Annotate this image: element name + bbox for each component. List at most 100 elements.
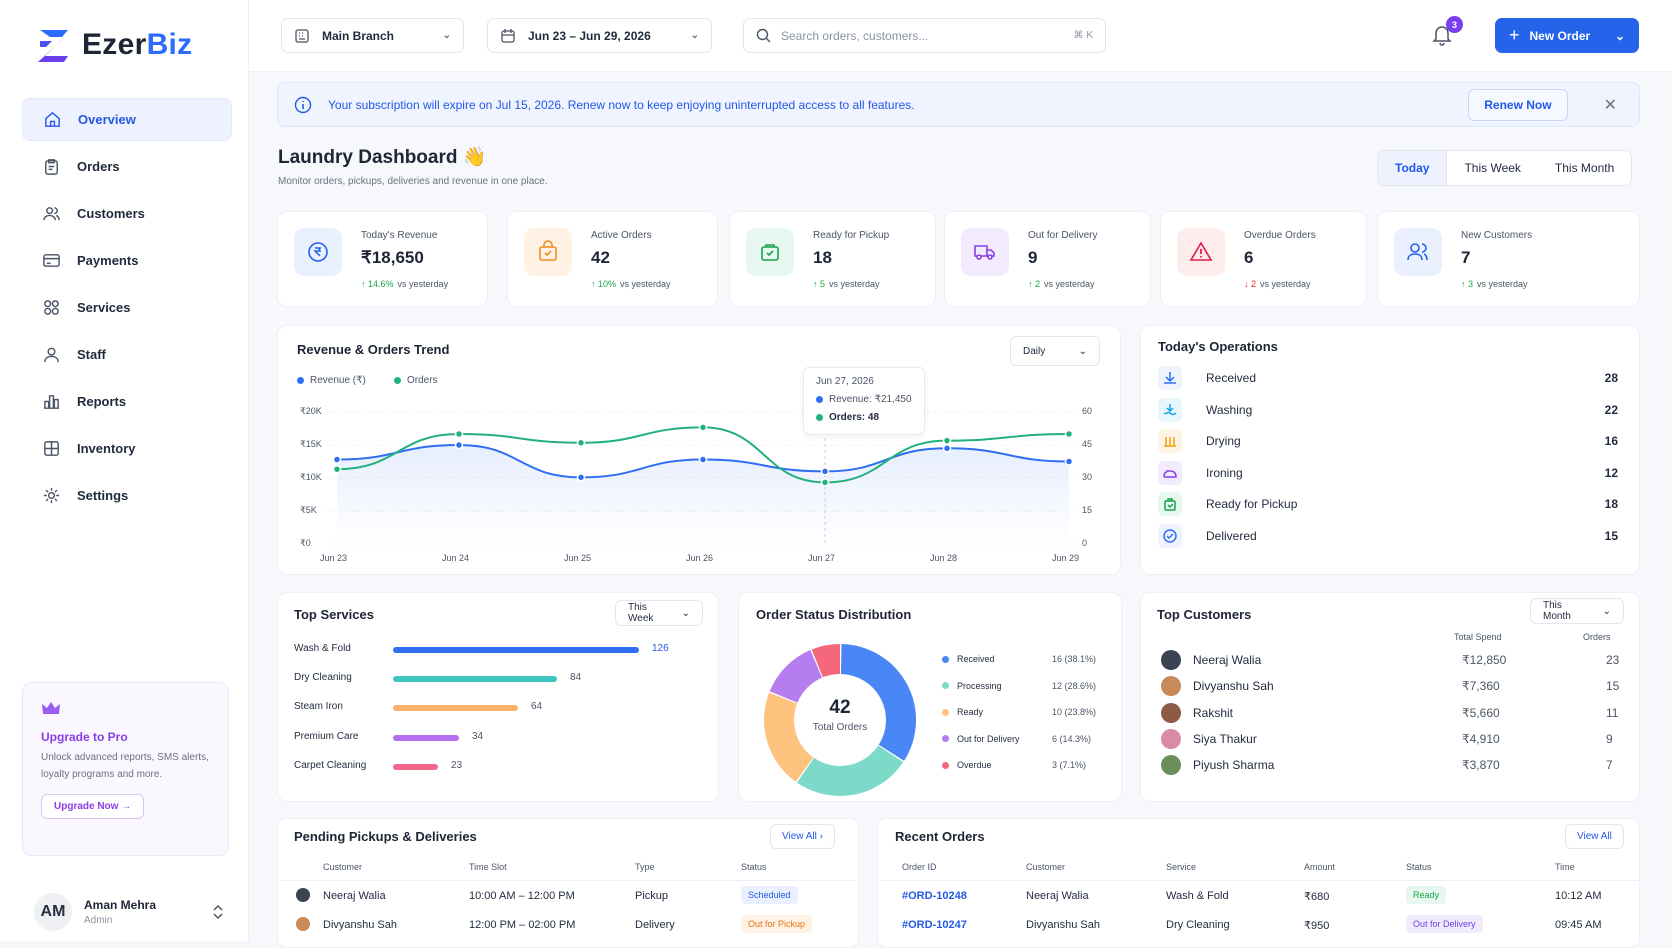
- x-axis-label: Jun 24: [442, 553, 470, 563]
- col-total-spend: Total Spend: [1454, 632, 1502, 642]
- sidebar-item-payments[interactable]: Payments: [22, 239, 232, 282]
- brand-logo[interactable]: EzerBiz: [36, 26, 192, 64]
- kpi-change: ↑ 14.6% vs yesterday: [361, 279, 448, 289]
- pending-time-slot: 12:00 PM – 02:00 PM: [469, 919, 576, 931]
- pending-type: Pickup: [635, 890, 669, 902]
- service-value: 126: [652, 643, 669, 654]
- services-period-dropdown[interactable]: This Week ⌄: [615, 600, 703, 626]
- sidebar-item-settings[interactable]: Settings: [22, 474, 232, 517]
- tab-today[interactable]: Today: [1378, 151, 1448, 185]
- tab-this-week[interactable]: This Week: [1464, 161, 1521, 175]
- customer-row[interactable]: Rakshit ₹5,660 11: [1161, 702, 1621, 723]
- sidebar-item-overview[interactable]: Overview: [22, 98, 232, 141]
- customer-spend: ₹7,360: [1462, 679, 1500, 694]
- recent-view-all-link[interactable]: View All: [1565, 824, 1624, 849]
- kpi-change-suffix: vs yesterday: [1477, 279, 1528, 289]
- new-order-button[interactable]: + New Order ⌄: [1495, 18, 1639, 53]
- status-label: Out for Delivery: [957, 733, 1020, 744]
- kpi-card-overdue-orders[interactable]: Overdue Orders 6 ↓ 2 vs yesterday: [1160, 211, 1367, 307]
- kpi-card-out-for-delivery[interactable]: Out for Delivery 9 ↑ 2 vs yesterday: [944, 211, 1151, 307]
- sidebar-item-staff[interactable]: Staff: [22, 333, 232, 376]
- status-legend-item: Received: [942, 654, 1102, 664]
- y-axis-right-label: 0: [1082, 538, 1088, 548]
- customer-orders: 15: [1606, 679, 1620, 694]
- orders-point: [698, 423, 708, 432]
- upgrade-description: Unlock advanced reports, SMS alerts, loy…: [41, 752, 209, 780]
- operation-count: 12: [1604, 465, 1618, 480]
- customer-row[interactable]: Divyanshu Sah ₹7,360 15: [1161, 676, 1621, 697]
- status-label: Received: [957, 654, 995, 664]
- sidebar-item-label: Orders: [77, 159, 120, 174]
- order-id-link[interactable]: #ORD-10247: [902, 919, 967, 931]
- upgrade-now-button[interactable]: Upgrade Now →: [41, 794, 145, 819]
- kpi-card-ready-for-pickup[interactable]: Ready for Pickup 18 ↑ 5 vs yesterday: [729, 211, 936, 307]
- kpi-value: ₹18,650: [361, 248, 424, 267]
- orders-point: [820, 478, 830, 487]
- info-icon: [294, 96, 312, 113]
- sidebar-item-services[interactable]: Services: [22, 286, 232, 329]
- order-customer: Neeraj Walia: [1026, 890, 1089, 902]
- sidebar-item-label: Overview: [78, 112, 136, 127]
- operation-ironing[interactable]: Ironing 12: [1158, 460, 1618, 485]
- branch-label: Main Branch: [322, 28, 395, 43]
- customer-row[interactable]: Siya Thakur ₹4,910 9: [1161, 728, 1621, 749]
- user-profile[interactable]: AM Aman Mehra Admin: [34, 893, 224, 931]
- operation-label: Ready for Pickup: [1206, 497, 1298, 511]
- branch-select[interactable]: Main Branch ⌄: [281, 18, 464, 53]
- page-subtitle: Monitor orders, pickups, deliveries and …: [278, 176, 548, 187]
- kpi-change-value: 14.6%: [368, 279, 394, 289]
- operation-drying[interactable]: Drying 16: [1158, 429, 1618, 453]
- kpi-card-active-orders[interactable]: Active Orders 42 ↑ 10% vs yesterday: [507, 211, 718, 307]
- home-icon: [45, 111, 60, 127]
- order-id-link[interactable]: #ORD-10248: [902, 890, 967, 902]
- customer-row[interactable]: Neeraj Walia ₹12,850 23: [1161, 650, 1621, 670]
- renew-now-button[interactable]: Renew Now: [1468, 88, 1568, 121]
- users-icon: [43, 207, 60, 221]
- sidebar-item-orders[interactable]: Orders: [22, 145, 232, 188]
- kpi-card-today-s-revenue[interactable]: Today's Revenue ₹18,650 ↑ 14.6% vs yesterda…: [277, 211, 488, 307]
- arrow-up-icon: ↑: [1461, 279, 1469, 289]
- tab-this-month[interactable]: This Month: [1554, 161, 1615, 175]
- top-customers-card: [1140, 592, 1640, 802]
- trend-period-dropdown[interactable]: Daily ⌄: [1010, 336, 1100, 366]
- order-amount: ₹680: [1304, 891, 1330, 903]
- operation-washing[interactable]: Washing 22: [1158, 397, 1618, 422]
- avatar: [296, 888, 310, 902]
- service-value: 34: [472, 730, 484, 742]
- expand-icon[interactable]: [212, 904, 224, 920]
- sidebar-item-reports[interactable]: Reports: [22, 380, 232, 423]
- order-service: Dry Cleaning: [1166, 919, 1230, 931]
- user-role: Admin: [84, 915, 113, 926]
- sidebar-item-inventory[interactable]: Inventory: [22, 427, 232, 470]
- avatar: AM: [34, 893, 72, 931]
- avatar: [296, 917, 310, 931]
- arrow-up-icon: ↑: [813, 279, 821, 289]
- operation-count: 16: [1604, 434, 1618, 448]
- customer-row[interactable]: Piyush Sharma ₹3,870 7: [1161, 755, 1621, 776]
- pending-view-all-link[interactable]: View All ›: [770, 824, 835, 849]
- recent-col-header: Service: [1166, 862, 1197, 872]
- status-value: 10 (23.8%): [1052, 707, 1097, 717]
- status-donut-chart: [764, 644, 916, 796]
- status-badge: Scheduled: [741, 886, 798, 904]
- kpi-change-suffix: vs yesterday: [1044, 279, 1095, 289]
- operation-ready-for-pickup[interactable]: Ready for Pickup 18: [1158, 492, 1618, 516]
- notifications-button[interactable]: 3: [1432, 16, 1463, 51]
- kpi-label: Ready for Pickup: [813, 230, 890, 241]
- card-icon: [43, 254, 60, 267]
- customer-name: Neeraj Walia: [1193, 653, 1262, 667]
- search-input[interactable]: Search orders, customers... ⌘ K: [743, 18, 1106, 53]
- date-range-picker[interactable]: Jun 23 – Jun 29, 2026 ⌄: [487, 18, 712, 53]
- status-badge: Out for Delivery: [1406, 915, 1483, 933]
- search-icon: [756, 28, 771, 43]
- close-icon[interactable]: ✕: [1603, 96, 1617, 114]
- kpi-card-new-customers[interactable]: New Customers 7 ↑ 3 vs yesterday: [1377, 211, 1640, 307]
- operation-delivered[interactable]: Delivered 15: [1158, 523, 1618, 548]
- top-services-card: [277, 592, 719, 802]
- avatar: [1161, 728, 1181, 749]
- customer-orders: 23: [1606, 653, 1620, 667]
- operation-received[interactable]: Received 28: [1158, 366, 1618, 390]
- customers-period-dropdown[interactable]: This Month ⌄: [1530, 598, 1624, 624]
- sidebar-item-customers[interactable]: Customers: [22, 192, 232, 235]
